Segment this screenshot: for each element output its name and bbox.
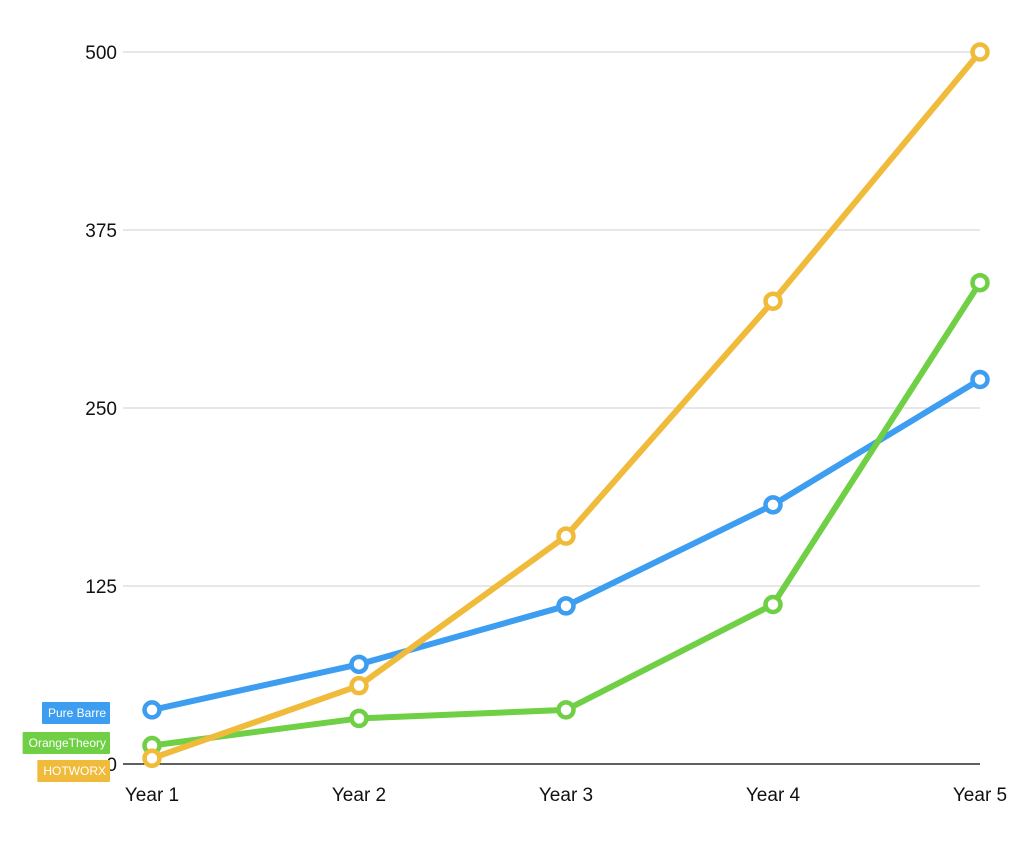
data-point: [970, 369, 990, 390]
legend-label: Pure Barre: [48, 706, 106, 720]
legend-swatch: [37, 760, 110, 782]
data-point: [142, 748, 162, 769]
legend: Pure Barre OrangeTheory HOTWORX: [22, 702, 110, 782]
y-tick-label: 500: [85, 43, 117, 64]
legend-item: HOTWORX: [37, 760, 110, 782]
data-point: [763, 594, 783, 615]
series-line: [149, 279, 983, 749]
data-point: [556, 526, 576, 546]
series-orangetheory: [142, 272, 990, 756]
data-point: [763, 291, 783, 311]
y-tick-label: 0: [106, 755, 117, 776]
axes: 0 125 250 375 500 Year 1 Year 2 Year 3 Year 4 Yea…: [85, 43, 1007, 806]
x-tick-label: Year 3: [539, 785, 593, 806]
legend-label: OrangeTheory: [29, 736, 106, 750]
legend-label: HOTWORX: [43, 764, 106, 778]
data-point: [970, 272, 990, 293]
data-point: [349, 675, 369, 696]
series-lines: [142, 42, 990, 769]
series-pure-barre: [142, 369, 990, 720]
series-hotworx: [142, 42, 990, 769]
y-tick-label: 375: [85, 221, 117, 242]
gridlines: [123, 51, 980, 587]
legend-item: OrangeTheory: [22, 732, 110, 754]
data-point: [142, 700, 162, 720]
y-tick-label: 125: [85, 577, 117, 598]
data-point: [349, 708, 369, 729]
x-tick-label: Year 1: [125, 785, 179, 806]
series-line: [149, 49, 983, 762]
data-point: [970, 42, 990, 62]
legend-swatch: [41, 702, 110, 724]
data-point: [556, 596, 576, 616]
x-tick-label: Year 4: [746, 785, 801, 806]
data-point: [556, 700, 576, 720]
data-point: [349, 654, 369, 675]
legend-item: Pure Barre: [41, 702, 110, 724]
legend-swatch: [22, 732, 110, 754]
y-tick-label: 250: [85, 399, 117, 420]
x-tick-label: Year 2: [332, 785, 386, 806]
data-point: [763, 495, 783, 515]
x-tick-label: Year 5: [953, 785, 1007, 806]
